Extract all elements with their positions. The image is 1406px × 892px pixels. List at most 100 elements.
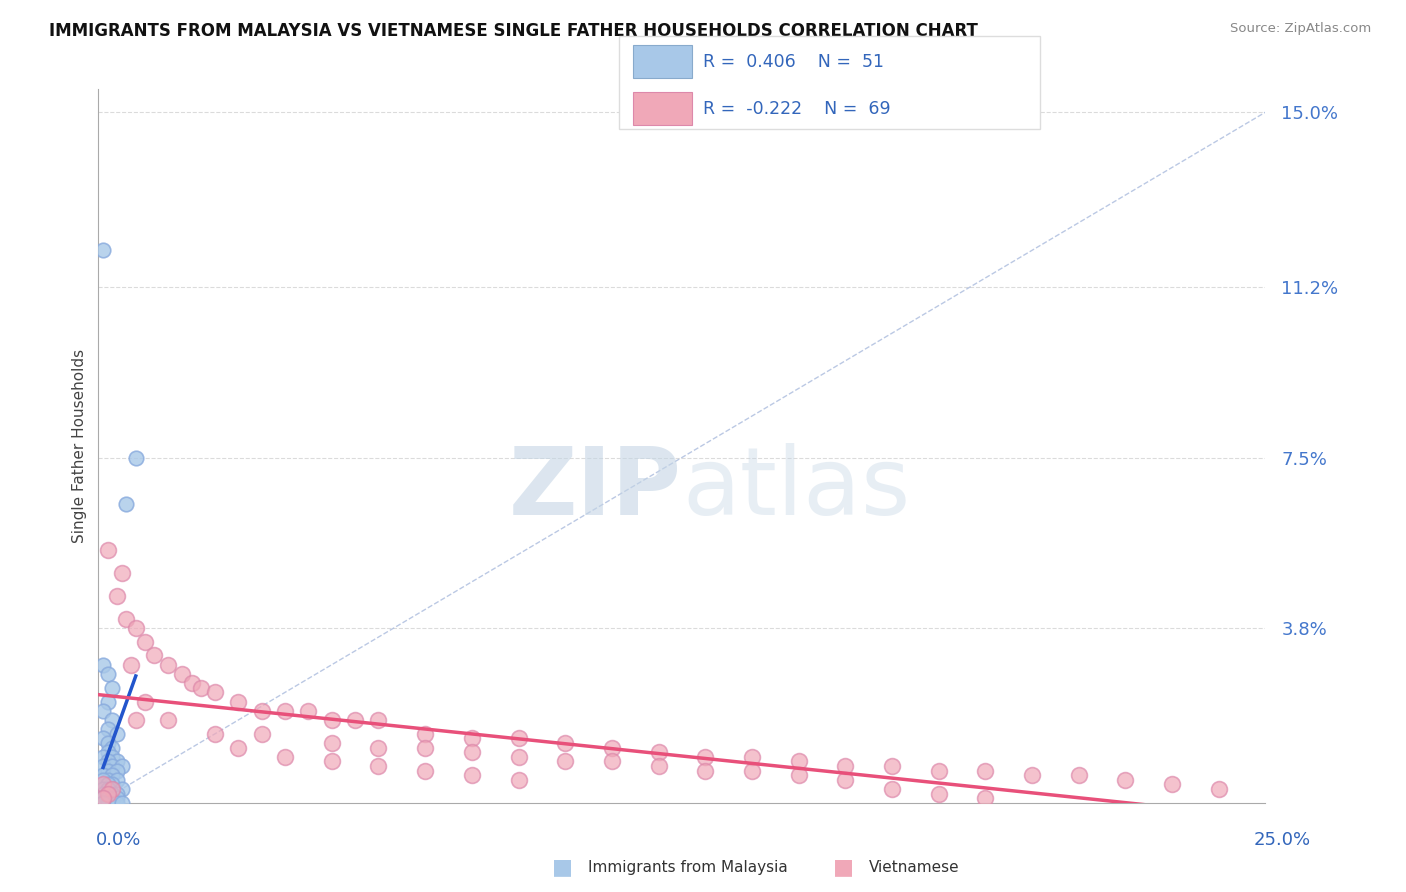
Point	[91, 772, 114, 787]
Point	[91, 796, 114, 810]
Point	[928, 787, 950, 801]
Text: ■: ■	[553, 857, 572, 877]
Point	[115, 612, 138, 626]
Text: R =  0.406    N =  51: R = 0.406 N = 51	[703, 53, 884, 70]
Point	[97, 791, 120, 805]
Point	[91, 657, 114, 672]
Point	[787, 755, 810, 769]
Point	[274, 704, 297, 718]
Point	[508, 749, 530, 764]
Point	[741, 749, 763, 764]
Point	[91, 791, 114, 805]
Point	[101, 740, 124, 755]
Point	[111, 759, 134, 773]
Point	[134, 694, 156, 708]
Point	[101, 681, 124, 695]
Point	[928, 764, 950, 778]
Point	[105, 787, 128, 801]
Point	[97, 791, 120, 805]
Text: ■: ■	[834, 857, 853, 877]
Point	[97, 694, 120, 708]
Point	[97, 796, 120, 810]
Point	[647, 759, 669, 773]
Point	[1067, 768, 1090, 782]
Point	[97, 787, 120, 801]
Point	[647, 745, 669, 759]
Point	[204, 685, 226, 699]
Point	[413, 727, 436, 741]
Point	[461, 745, 484, 759]
Point	[111, 782, 134, 797]
Point	[834, 759, 856, 773]
Point	[321, 755, 343, 769]
Point	[190, 681, 212, 695]
Point	[1208, 782, 1230, 797]
Point	[101, 777, 124, 791]
Point	[97, 755, 120, 769]
Point	[974, 791, 997, 805]
Text: Source: ZipAtlas.com: Source: ZipAtlas.com	[1230, 22, 1371, 36]
Point	[413, 740, 436, 755]
Point	[105, 755, 128, 769]
Point	[834, 772, 856, 787]
Point	[880, 759, 903, 773]
Point	[367, 740, 389, 755]
Point	[172, 666, 194, 681]
Point	[157, 713, 180, 727]
Point	[1021, 768, 1043, 782]
Point	[297, 704, 319, 718]
Point	[125, 621, 148, 635]
Point	[101, 759, 124, 773]
Point	[101, 768, 124, 782]
Point	[97, 764, 120, 778]
Text: ZIP: ZIP	[509, 442, 682, 535]
Point	[600, 755, 623, 769]
Point	[120, 657, 142, 672]
Point	[101, 782, 124, 797]
Point	[105, 727, 128, 741]
Point	[157, 657, 180, 672]
Point	[274, 749, 297, 764]
Point	[125, 450, 148, 465]
Text: Immigrants from Malaysia: Immigrants from Malaysia	[588, 860, 787, 874]
Point	[228, 740, 250, 755]
Point	[111, 796, 134, 810]
Point	[134, 634, 156, 648]
Point	[321, 713, 343, 727]
Point	[143, 648, 166, 663]
Point	[105, 772, 128, 787]
Point	[741, 764, 763, 778]
Point	[344, 713, 367, 727]
Point	[180, 676, 202, 690]
Point	[101, 787, 124, 801]
Point	[97, 745, 120, 759]
Point	[111, 566, 134, 580]
Point	[91, 796, 114, 810]
Point	[367, 713, 389, 727]
Point	[1114, 772, 1136, 787]
Point	[105, 796, 128, 810]
Point	[91, 782, 114, 797]
Point	[97, 722, 120, 736]
Point	[97, 782, 120, 797]
Point	[508, 772, 530, 787]
Point	[228, 694, 250, 708]
Text: Vietnamese: Vietnamese	[869, 860, 959, 874]
Point	[695, 749, 717, 764]
Point	[115, 497, 138, 511]
Point	[321, 736, 343, 750]
Point	[974, 764, 997, 778]
Point	[91, 731, 114, 746]
Point	[695, 764, 717, 778]
Point	[367, 759, 389, 773]
Point	[880, 782, 903, 797]
Point	[413, 764, 436, 778]
Point	[91, 787, 114, 801]
Point	[105, 764, 128, 778]
Point	[461, 768, 484, 782]
Point	[97, 772, 120, 787]
Point	[554, 755, 576, 769]
Point	[101, 791, 124, 805]
Y-axis label: Single Father Households: Single Father Households	[72, 349, 87, 543]
Text: atlas: atlas	[682, 442, 910, 535]
